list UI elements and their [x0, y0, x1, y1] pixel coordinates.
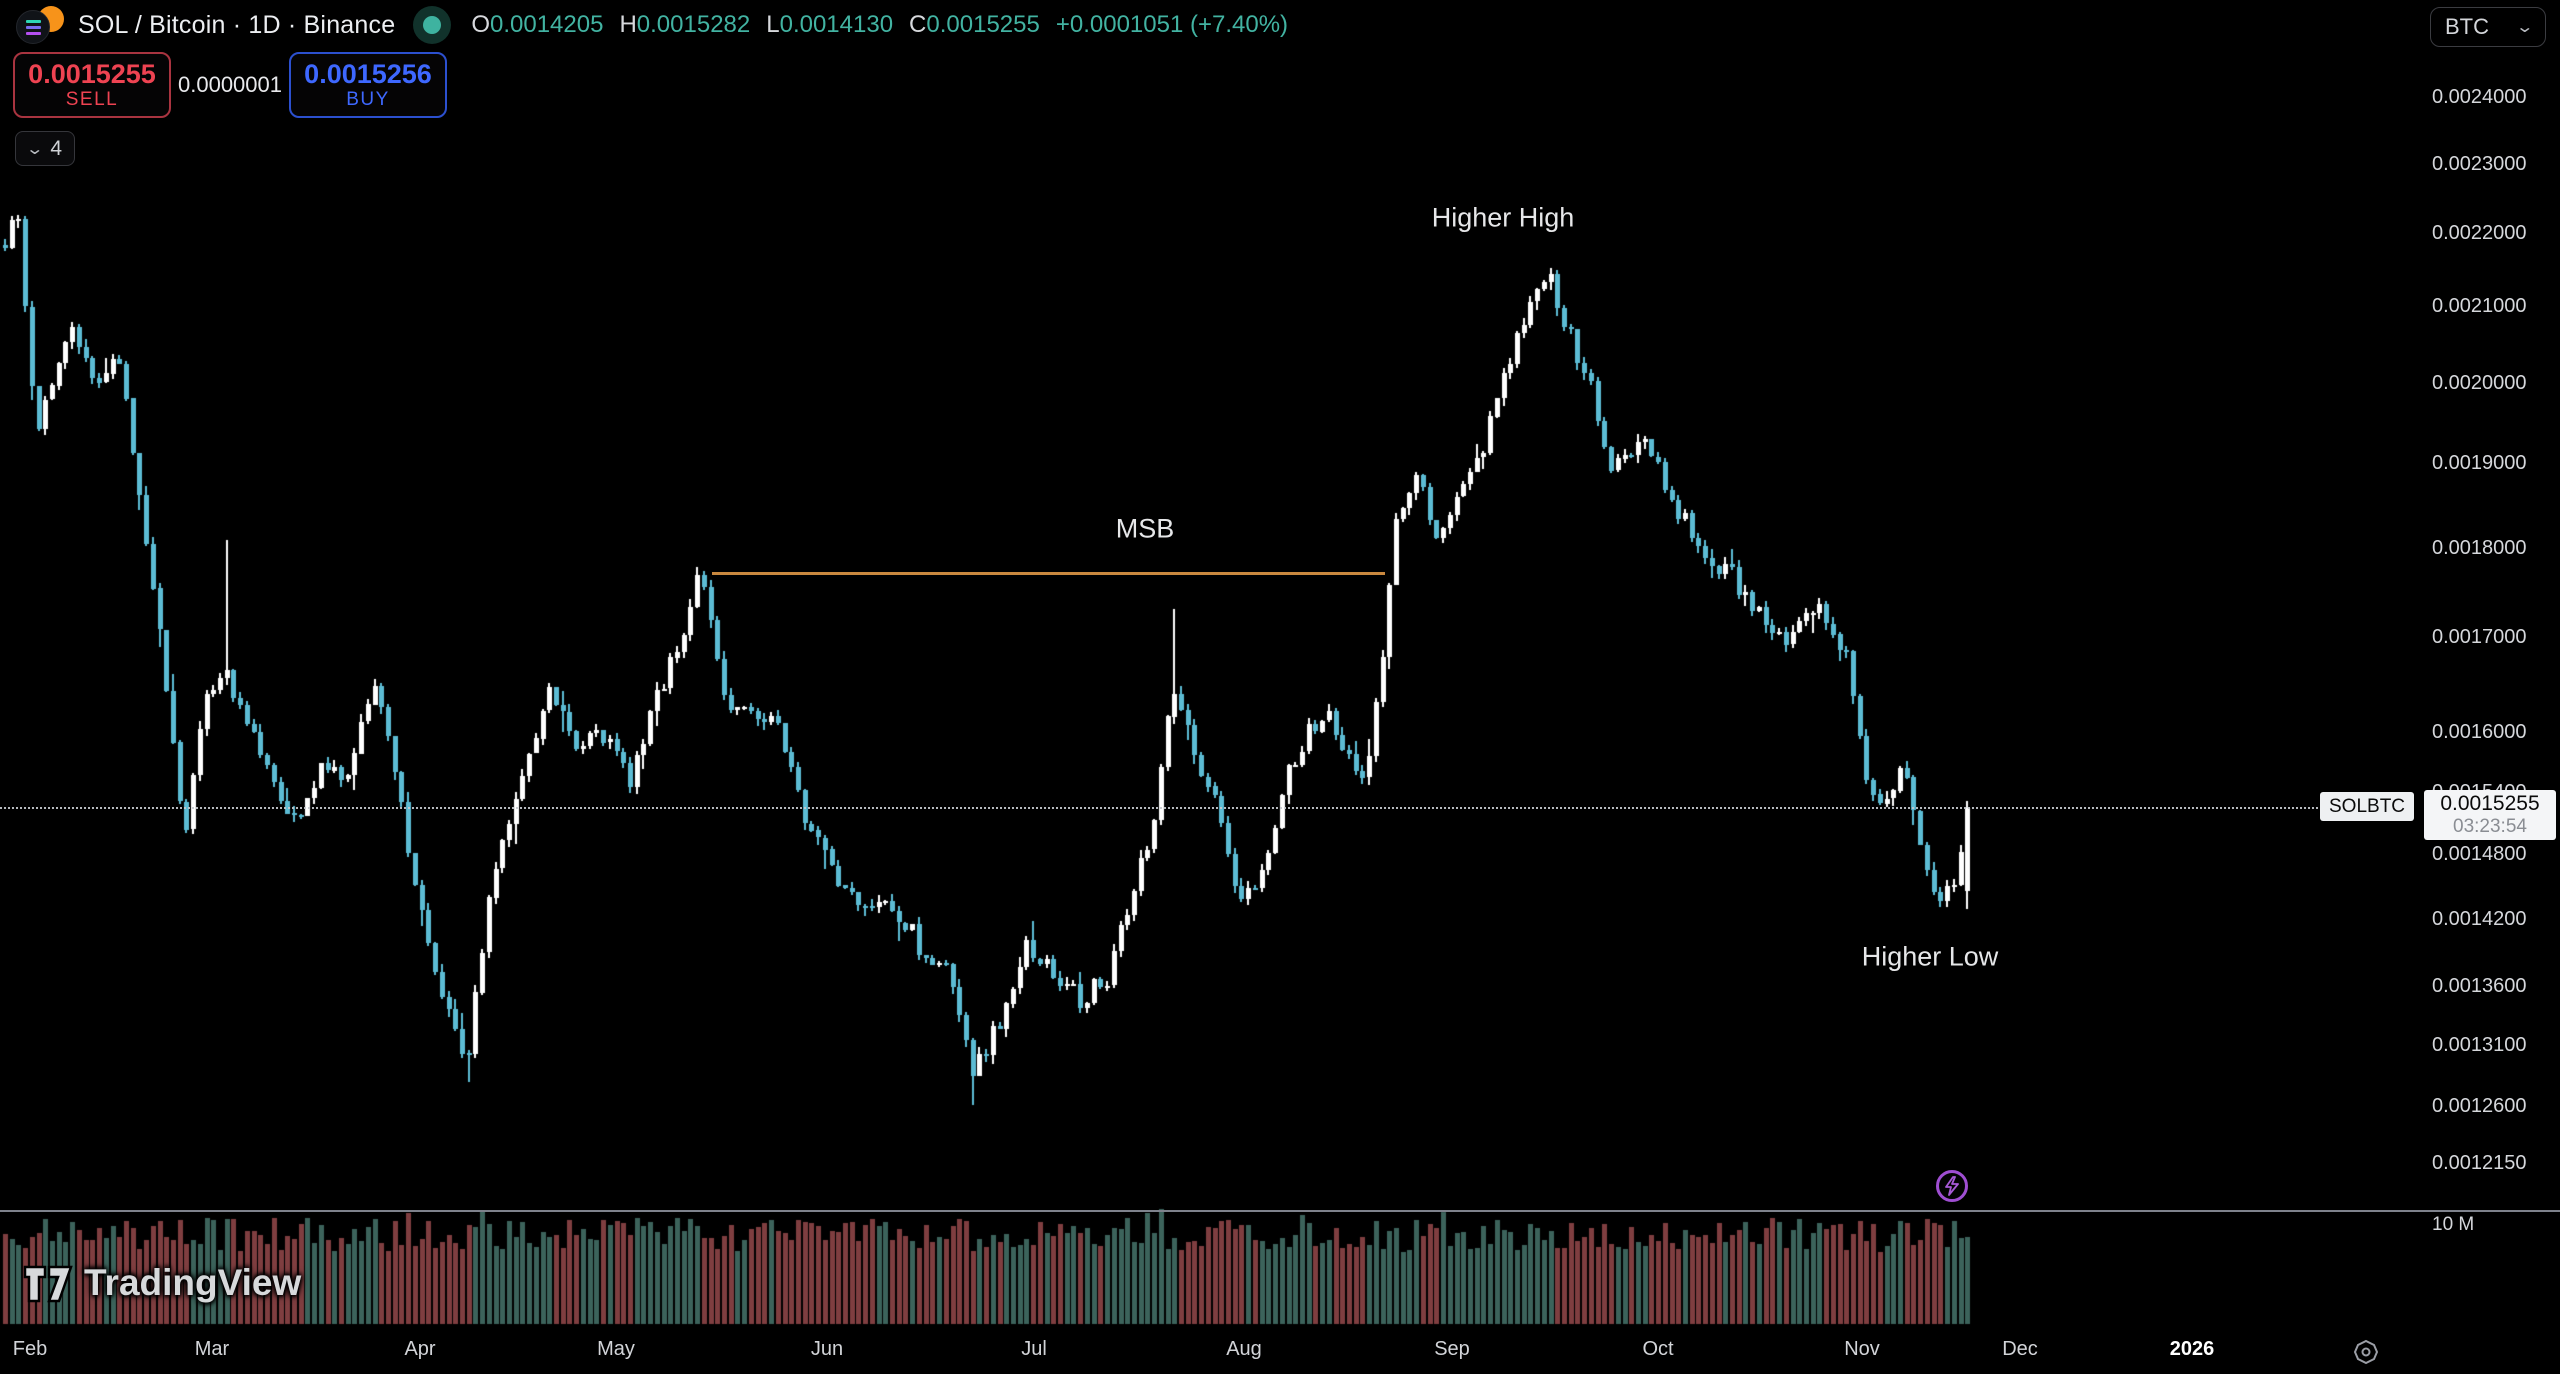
- lightning-bolt-icon: [1945, 1176, 1959, 1196]
- price-tick: 0.0012150: [2432, 1152, 2527, 1174]
- object-tree-count: 4: [50, 136, 63, 160]
- ohlc-readout: O0.0014205 H0.0015282 L0.0014130 C0.0015…: [471, 11, 1288, 39]
- sell-price: 0.0015255: [28, 59, 156, 89]
- time-tick-month: Aug: [1226, 1338, 1262, 1360]
- currency-selector[interactable]: BTC ⌄: [2430, 7, 2546, 47]
- time-scale-settings-button[interactable]: [2350, 1336, 2382, 1368]
- buy-label: BUY: [346, 89, 390, 110]
- price-tick: 0.0014800: [2432, 843, 2527, 866]
- price-scale[interactable]: 0.0024000 0.0023000 0.0022000 0.0021000 0.00…: [2424, 0, 2560, 1374]
- time-tick-month: Oct: [1642, 1338, 1674, 1360]
- spread-value: 0.0000001: [178, 72, 282, 97]
- volume-scale-label: 10 M: [2432, 1214, 2475, 1235]
- price-tick: 0.0020000: [2432, 371, 2527, 394]
- gear-icon: [2353, 1339, 2379, 1365]
- close-label: C: [909, 11, 927, 38]
- pane-separator[interactable]: [0, 1210, 2560, 1212]
- tradingview-logo-mark: [23, 1265, 73, 1303]
- sol-btc-pair-icon: [16, 6, 66, 44]
- last-price-flag: 0.0015255 03:23:54: [2424, 790, 2556, 840]
- price-line-symbol-label: SOLBTC: [2320, 792, 2415, 821]
- last-price-value: 0.0015255: [2440, 792, 2540, 815]
- annotation-text[interactable]: MSB: [1115, 513, 1175, 544]
- price-tick: 0.0016000: [2432, 720, 2527, 743]
- price-tick: 0.0014200: [2432, 907, 2527, 930]
- price-tick: 0.0023000: [2432, 152, 2527, 175]
- sell-button[interactable]: 0.0015255 SELL: [13, 52, 171, 118]
- time-tick-month: Jun: [810, 1338, 844, 1360]
- time-tick-month: Feb: [12, 1338, 48, 1360]
- price-tick: 0.0022000: [2432, 222, 2527, 245]
- low-label: L: [766, 11, 780, 38]
- msb-horizontal-line[interactable]: [712, 572, 1385, 576]
- time-tick-month: Jul: [1021, 1338, 1047, 1360]
- solana-coin-icon: [16, 10, 50, 44]
- high-label: H: [619, 11, 637, 38]
- price-tick: 0.0012600: [2432, 1095, 2527, 1118]
- time-tick-month: Nov: [1844, 1338, 1880, 1360]
- change-value: +0.0001051 (+7.40%): [1055, 11, 1289, 38]
- market-status-icon[interactable]: [413, 6, 452, 44]
- current-price-line: [0, 806, 2318, 809]
- price-tick: 0.0013100: [2432, 1034, 2527, 1057]
- low-value: 0.0014130: [779, 11, 894, 38]
- time-tick-month: Dec: [2002, 1338, 2038, 1360]
- currency-label: BTC: [2445, 14, 2489, 39]
- symbol-title[interactable]: SOL / Bitcoin · 1D · Binance: [78, 10, 396, 39]
- annotation-text[interactable]: Higher Low: [1861, 941, 1999, 972]
- high-value: 0.0015282: [636, 11, 751, 38]
- price-tick: 0.0021000: [2432, 295, 2527, 318]
- time-tick-month: Mar: [194, 1338, 230, 1360]
- buy-price: 0.0015256: [304, 59, 432, 89]
- bar-countdown: 03:23:54: [2453, 816, 2527, 837]
- close-value: 0.0015255: [926, 11, 1040, 38]
- quick-action-button[interactable]: [1936, 1170, 1968, 1202]
- time-scale[interactable]: Feb Mar Apr May Jun Jul Aug Sep Oct Nov Dec 2026: [0, 1332, 2560, 1374]
- time-tick-month: Apr: [404, 1338, 436, 1360]
- order-panel: 0.0015255 SELL 0.0000001 0.0015256 BUY: [13, 52, 447, 118]
- object-tree-toggle[interactable]: ⌄ 4: [15, 131, 75, 166]
- open-label: O: [471, 11, 490, 38]
- price-tick: 0.0017000: [2432, 626, 2527, 649]
- tradingview-brand-text: TradingView: [84, 1262, 302, 1303]
- open-value: 0.0014205: [489, 11, 604, 38]
- sell-label: SELL: [65, 89, 119, 110]
- symbol-header: SOL / Bitcoin · 1D · Binance O0.0014205 …: [16, 0, 1288, 50]
- chevron-down-icon: ⌄: [25, 140, 45, 158]
- time-tick-month: Sep: [1434, 1338, 1470, 1360]
- chevron-down-icon: ⌄: [2514, 19, 2534, 36]
- price-tick: 0.0024000: [2432, 86, 2527, 108]
- buy-button[interactable]: 0.0015256 BUY: [289, 52, 447, 118]
- price-tick: 0.0018000: [2432, 536, 2527, 559]
- annotation-text[interactable]: Higher High: [1431, 202, 1575, 233]
- price-tick: 0.0013600: [2432, 975, 2527, 998]
- time-tick-month: May: [597, 1338, 635, 1360]
- time-tick-year: 2026: [2169, 1338, 2215, 1360]
- price-tick: 0.0019000: [2432, 451, 2527, 474]
- tradingview-watermark: TradingView: [22, 1260, 301, 1306]
